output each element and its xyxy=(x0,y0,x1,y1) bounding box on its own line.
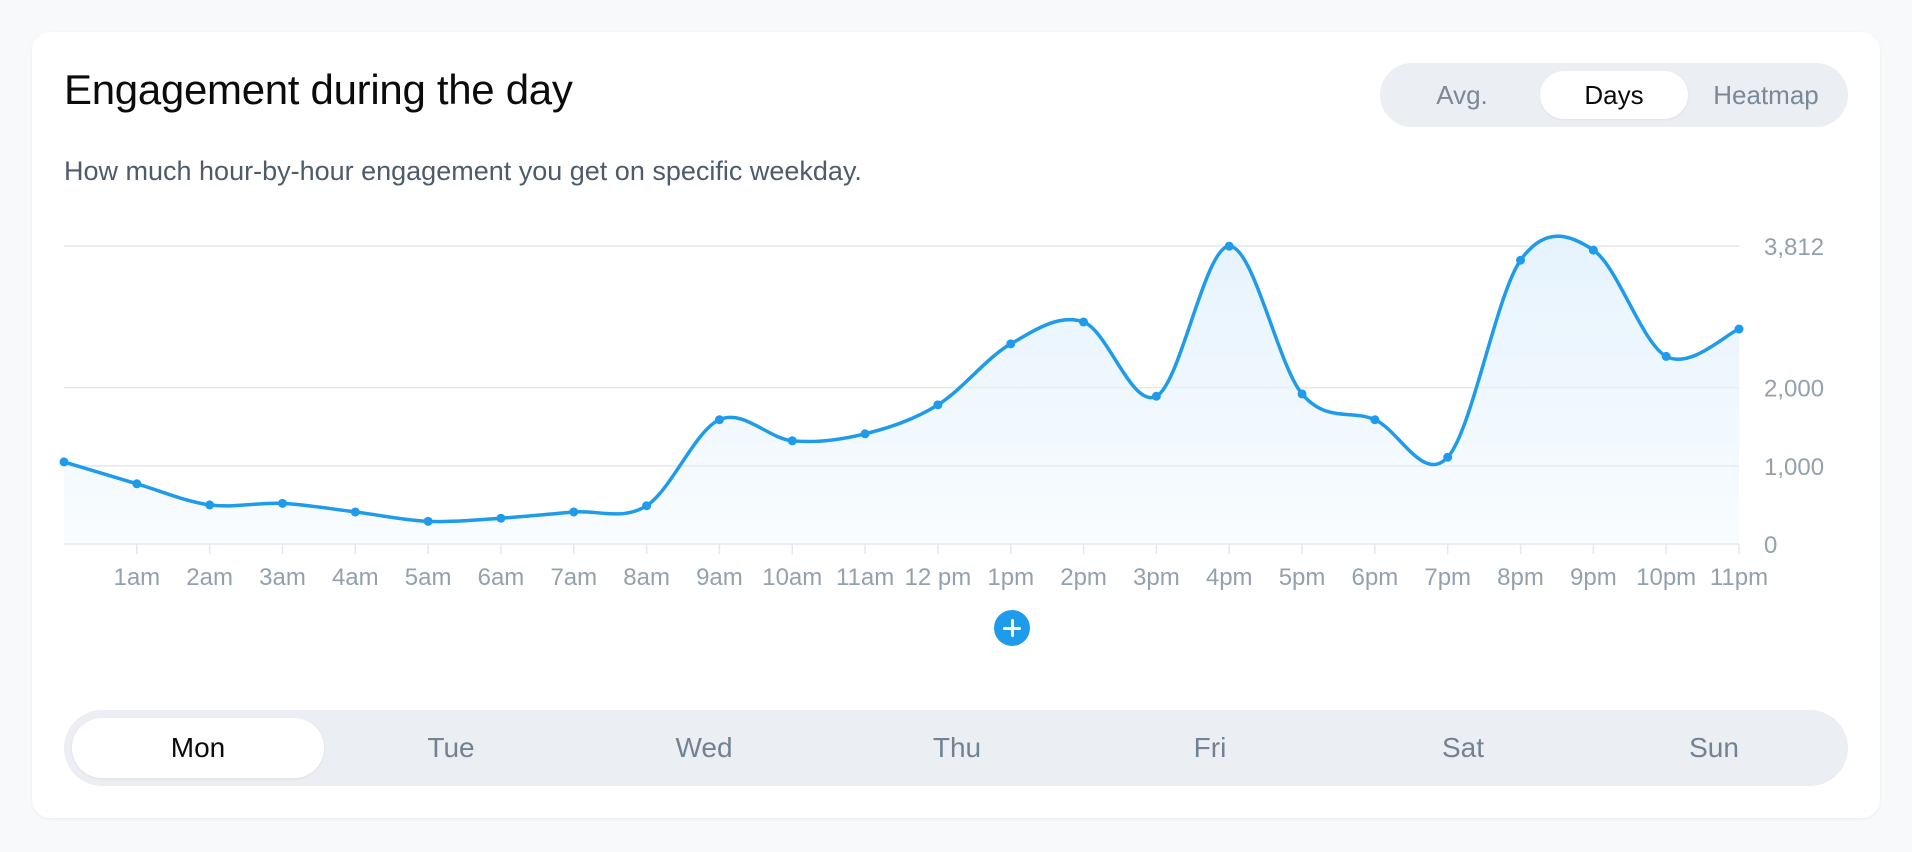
data-point xyxy=(642,501,652,511)
data-point xyxy=(59,457,69,467)
x-tick-label: 11am xyxy=(836,564,894,591)
data-point xyxy=(714,415,724,425)
data-point xyxy=(350,507,360,517)
plus-icon[interactable] xyxy=(994,610,1030,646)
data-point xyxy=(1370,415,1380,425)
x-tick-label: 5pm xyxy=(1279,564,1326,591)
data-point xyxy=(1297,389,1307,399)
data-point xyxy=(1443,452,1453,462)
data-point xyxy=(1079,317,1089,327)
day-tab-mon[interactable]: Mon xyxy=(72,718,324,778)
data-point xyxy=(569,507,579,517)
data-point xyxy=(787,436,797,446)
x-tick-label: 1am xyxy=(113,564,160,591)
series-line xyxy=(63,234,1740,524)
view-option-heatmap[interactable]: Heatmap xyxy=(1713,79,1819,110)
view-toggle: Avg. Days Heatmap xyxy=(1380,63,1848,127)
day-tab-wed[interactable]: Wed xyxy=(675,732,733,763)
y-tick-label: 2,000 xyxy=(1764,376,1824,403)
y-tick-label: 0 xyxy=(1764,532,1777,559)
data-point xyxy=(132,479,142,489)
data-point xyxy=(496,513,506,523)
x-tick-label: 6pm xyxy=(1352,564,1399,591)
x-tick-label: 9am xyxy=(696,564,743,591)
day-tab-fri[interactable]: Fri xyxy=(1193,732,1227,763)
y-tick-label: 1,000 xyxy=(1764,454,1824,481)
day-tab-tue[interactable]: Tue xyxy=(427,732,475,763)
card-subtitle: How much hour-by-hour engagement you get… xyxy=(64,156,862,186)
x-tick-label: 8am xyxy=(623,564,670,591)
data-point xyxy=(1006,339,1016,349)
x-tick-label: 4am xyxy=(332,564,379,591)
x-tick-label: 7am xyxy=(550,564,597,591)
data-point xyxy=(1516,255,1526,265)
data-point xyxy=(1224,241,1234,251)
x-tick-label: 11pm xyxy=(1710,564,1768,591)
x-tick-label: 2am xyxy=(186,564,233,591)
x-tick-label: 1pm xyxy=(987,564,1034,591)
data-point xyxy=(1588,245,1598,255)
data-point xyxy=(423,516,433,526)
day-tab-thu[interactable]: Thu xyxy=(932,732,982,763)
data-point xyxy=(205,500,215,510)
x-tick-label: 3am xyxy=(259,564,306,591)
data-point xyxy=(1661,351,1671,361)
area-fill xyxy=(64,236,1739,544)
x-tick-label: 9pm xyxy=(1570,564,1617,591)
x-tick-label: 2pm xyxy=(1060,564,1107,591)
data-point xyxy=(1151,391,1161,401)
card-title: Engagement during the day xyxy=(64,66,573,113)
x-tick-label: 10am xyxy=(762,564,822,591)
data-point xyxy=(277,498,287,508)
view-option-avg[interactable]: Avg. xyxy=(1436,79,1488,110)
engagement-chart: 0 1,000 2,000 3,812 1am 2am 3am 4am 5am 6am 7am 8am… xyxy=(59,234,1824,591)
x-tick-label: 5am xyxy=(405,564,452,591)
data-point xyxy=(933,400,943,410)
x-tick-label: 8pm xyxy=(1497,564,1544,591)
x-tick-label: 12 pm xyxy=(905,564,972,591)
data-point xyxy=(860,429,870,439)
view-option-days[interactable]: Days xyxy=(1540,71,1688,119)
day-tabs: Mon Tue Wed Thu Fri Sat Sun xyxy=(64,710,1848,786)
day-tab-sun[interactable]: Sun xyxy=(1689,732,1739,763)
y-tick-label: 3,812 xyxy=(1764,234,1824,261)
data-point xyxy=(1734,324,1744,334)
x-tick-label: 3pm xyxy=(1133,564,1180,591)
x-tick-label: 10pm xyxy=(1636,564,1696,591)
x-tick-label: 4pm xyxy=(1206,564,1253,591)
x-tick-label: 6am xyxy=(478,564,525,591)
day-tab-sat[interactable]: Sat xyxy=(1441,732,1485,763)
x-tick-label: 7pm xyxy=(1424,564,1471,591)
